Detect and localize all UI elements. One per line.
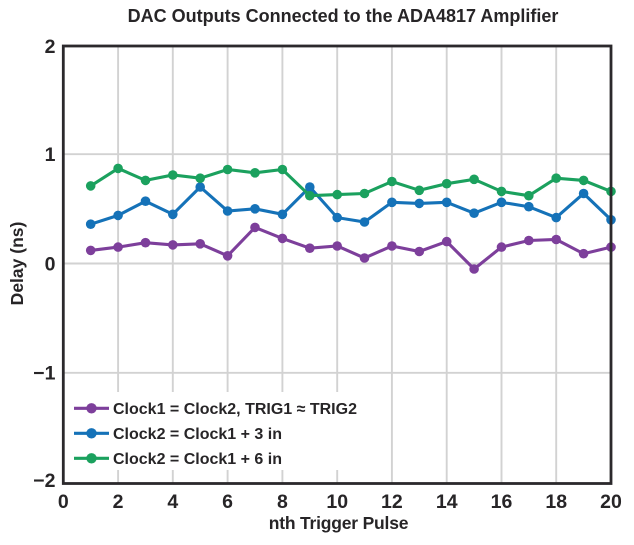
svg-text:Clock2 = Clock1 + 3 in: Clock2 = Clock1 + 3 in [113, 426, 282, 443]
svg-text:2: 2 [45, 36, 56, 58]
svg-text:−2: −2 [33, 470, 55, 492]
svg-text:12: 12 [381, 491, 403, 513]
svg-text:−1: −1 [33, 363, 55, 385]
svg-text:nth Trigger Pulse: nth Trigger Pulse [269, 513, 409, 533]
svg-text:8: 8 [277, 491, 288, 513]
svg-text:10: 10 [326, 491, 348, 513]
svg-text:0: 0 [58, 491, 69, 513]
svg-text:1: 1 [45, 144, 56, 166]
svg-text:2: 2 [113, 491, 124, 513]
svg-text:4: 4 [167, 491, 178, 513]
svg-text:0: 0 [45, 253, 56, 275]
svg-text:Clock2 = Clock1 + 6 in: Clock2 = Clock1 + 6 in [113, 451, 282, 468]
svg-text:DAC Outputs Connected to the A: DAC Outputs Connected to the ADA4817 Amp… [128, 6, 559, 26]
svg-text:Clock1 = Clock2, TRIG1 ≈ TRIG2: Clock1 = Clock2, TRIG1 ≈ TRIG2 [113, 401, 357, 418]
svg-text:20: 20 [600, 491, 622, 513]
svg-text:16: 16 [491, 491, 513, 513]
svg-text:Delay (ns): Delay (ns) [7, 222, 27, 306]
svg-text:18: 18 [545, 491, 567, 513]
svg-text:6: 6 [222, 491, 233, 513]
svg-text:14: 14 [436, 491, 458, 513]
